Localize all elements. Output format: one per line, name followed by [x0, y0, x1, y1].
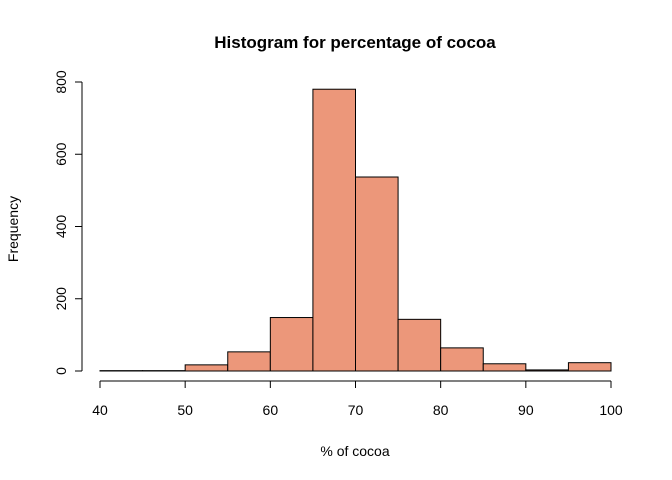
y-tick-label: 0	[53, 367, 69, 375]
x-tick-label: 100	[599, 402, 623, 418]
x-axis-label: % of cocoa	[320, 443, 389, 459]
histogram-bar	[567, 362, 612, 372]
y-tick-label: 600	[53, 142, 69, 166]
x-tick-label: 90	[518, 402, 534, 418]
x-tick-label: 70	[348, 402, 364, 418]
x-axis: 40 50 60 70 80 90 100	[92, 380, 623, 418]
x-tick-label: 50	[177, 402, 193, 418]
histogram-bar	[355, 176, 399, 372]
y-axis: 0 200 400 600 800	[53, 70, 83, 375]
histogram-bar	[227, 351, 271, 372]
y-tick-label: 800	[53, 70, 69, 94]
y-tick-label: 200	[53, 287, 69, 311]
bars-group	[99, 88, 612, 372]
x-tick-label: 60	[263, 402, 279, 418]
histogram-bar	[525, 369, 569, 372]
histogram-bar	[482, 363, 527, 372]
histogram-bar	[312, 88, 356, 372]
x-tick-label: 80	[433, 402, 449, 418]
y-axis-label: Frequency	[5, 196, 21, 262]
histogram-bar	[397, 318, 442, 372]
chart-title: Histogram for percentage of cocoa	[214, 33, 496, 52]
y-tick-label: 400	[53, 215, 69, 239]
histogram-bar	[184, 364, 229, 372]
histogram-bar	[440, 347, 484, 372]
histogram-bar	[269, 317, 314, 372]
x-tick-label: 40	[92, 402, 108, 418]
